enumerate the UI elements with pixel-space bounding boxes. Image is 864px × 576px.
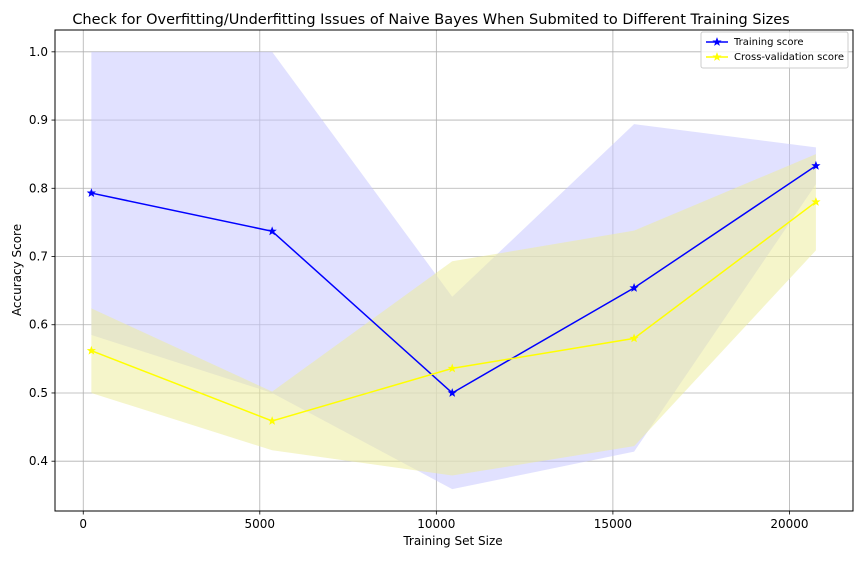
cross-validation-score-band — [91, 154, 816, 476]
cross-validation-score-point — [811, 197, 821, 206]
y-tick-label: 0.6 — [29, 318, 48, 332]
y-axis-ticks: 0.4 0.5 0.6 0.7 0.8 0.9 1.0 — [29, 45, 55, 468]
legend-marker-cross-validation — [712, 52, 722, 61]
legend-label-cross-validation: Cross-validation score — [734, 52, 844, 63]
y-tick-label: 1.0 — [29, 45, 48, 59]
x-axis-ticks: 0 5000 10000 15000 20000 — [79, 511, 809, 531]
plot-area — [54, 29, 854, 512]
plot-frame — [54, 29, 854, 512]
confidence-bands — [91, 51, 816, 490]
y-tick-label: 0.9 — [29, 113, 48, 127]
y-tick-label: 0.8 — [29, 181, 48, 195]
training-score-point — [267, 226, 277, 236]
series-markers — [86, 160, 821, 425]
training-score-point — [629, 283, 639, 292]
y-axis-label: Accuracy Score — [10, 224, 24, 316]
cross-validation-score-point — [447, 363, 457, 373]
cross-validation-score-point — [629, 333, 639, 343]
x-tick-label: 10000 — [417, 517, 455, 531]
y-tick-label: 0.4 — [29, 454, 48, 468]
x-tick-label: 15000 — [594, 517, 632, 531]
cross-validation-score-point — [267, 416, 277, 425]
legend-marker-training — [712, 37, 722, 46]
y-tick-label: 0.5 — [29, 386, 48, 400]
x-tick-label: 20000 — [770, 517, 808, 531]
x-axis-label: Training Set Size — [402, 534, 502, 548]
legend: Training score Cross-validation score — [700, 31, 849, 69]
x-tick-label: 5000 — [245, 517, 276, 531]
chart-title: Check for Overfitting/Underfitting Issue… — [72, 12, 789, 28]
legend-label-training: Training score — [733, 37, 804, 48]
training-score-point — [811, 160, 821, 170]
training-score-point — [86, 188, 96, 197]
legend-box — [700, 31, 849, 69]
training-score-point — [447, 388, 457, 397]
cross-validation-score-point — [86, 345, 96, 355]
x-tick-label: 0 — [79, 517, 87, 531]
y-tick-label: 0.7 — [29, 250, 48, 264]
